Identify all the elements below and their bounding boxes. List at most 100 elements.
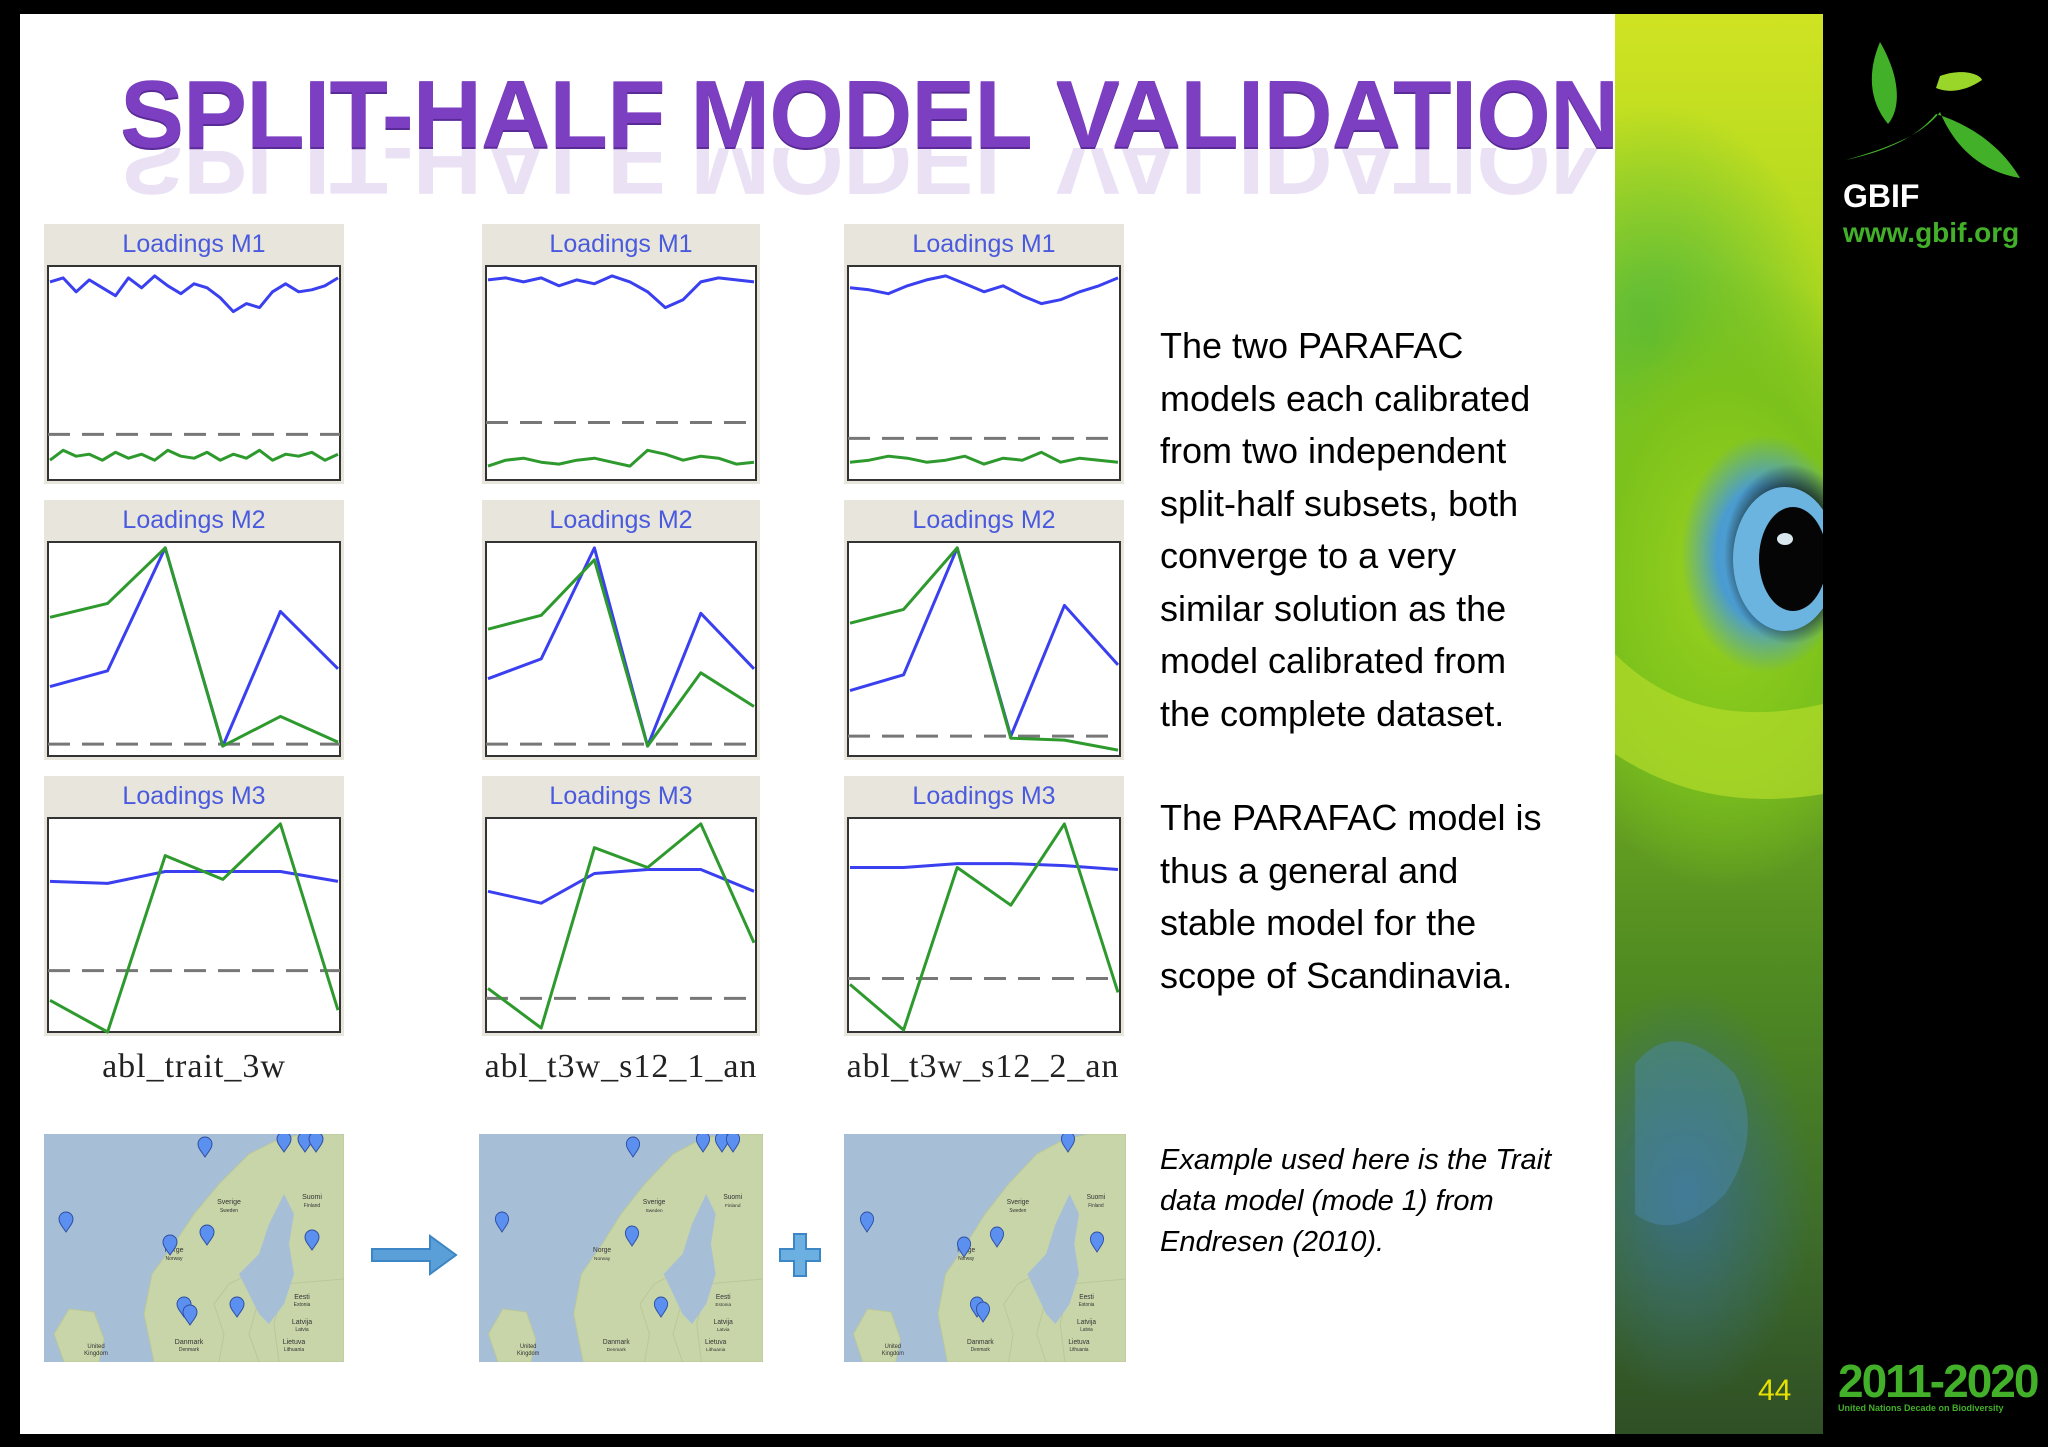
map-pin-icon	[956, 1236, 972, 1258]
chart-title: Loadings M3	[912, 782, 1055, 810]
map-label: Suomi	[723, 1194, 742, 1201]
map-sea	[239, 1194, 294, 1324]
page-number: 44	[1758, 1374, 1792, 1407]
loadings-chart-svg: Loadings M1	[485, 230, 757, 481]
loadings-chart: Loadings M1	[844, 224, 1124, 484]
loadings-chart-svg: Loadings M1	[847, 230, 1121, 481]
paragraph-1: The two PARAFAC models each calibrated f…	[1160, 320, 1600, 740]
map-pin-icon	[1060, 1134, 1076, 1153]
map-label: Norway	[958, 1256, 974, 1262]
chart-title: Loadings M1	[122, 230, 265, 258]
plot-frame	[847, 265, 1121, 481]
loadings-chart: Loadings M2	[482, 500, 760, 760]
paragraph-1-line: model calibrated from	[1160, 640, 1507, 681]
map-label: Estonia	[715, 1302, 731, 1308]
map-pin-icon	[714, 1134, 730, 1153]
map-label: Sweden	[220, 1208, 238, 1214]
map-svg: SverigeSwedenSuomiFinlandNorgeNorwayEest…	[53, 1134, 344, 1362]
loadings-chart-svg: Loadings M2	[47, 506, 341, 757]
map-pin-icon	[725, 1134, 741, 1153]
map-label: Lithuania	[1069, 1347, 1088, 1353]
chart-title: Loadings M1	[912, 230, 1055, 258]
caption-line: Endresen (2010).	[1160, 1226, 1385, 1258]
map-label: Kingdom	[882, 1351, 904, 1357]
slide-title-reflection: SPLIT-HALF MODEL VALIDATION	[120, 148, 1600, 208]
paragraph-1-line: split-half subsets, both	[1160, 482, 1519, 524]
map-label: Denmark	[179, 1347, 200, 1353]
map-label: Finland	[1088, 1203, 1104, 1209]
model-name-3: abl_t3w_s12_2_an	[846, 1048, 1120, 1085]
plot-frame	[47, 265, 341, 481]
map-land	[487, 1308, 537, 1362]
series-line-blue	[487, 546, 756, 748]
loadings-chart: Loadings M1	[482, 224, 760, 484]
map-label: Norway	[166, 1256, 183, 1262]
decade-logo-years: 2011-2020	[1838, 1355, 2039, 1407]
plot-frame	[847, 541, 1121, 757]
series-line-blue	[49, 870, 339, 885]
loadings-chart: Loadings M1	[44, 224, 344, 484]
loadings-chart: Loadings M3	[44, 776, 344, 1036]
map-land	[852, 1308, 901, 1362]
series-line-green	[487, 822, 756, 1030]
map-pin-icon	[624, 1225, 640, 1247]
map-pin-icon	[197, 1136, 213, 1158]
map-pin-icon	[653, 1296, 669, 1318]
sidebar	[1823, 14, 2038, 1434]
map-label: Eesti	[716, 1294, 731, 1301]
loadings-chart: Loadings M3	[482, 776, 760, 1036]
map-label: Suomi	[1087, 1194, 1106, 1201]
series-line-blue	[849, 274, 1119, 306]
map-label: Latvija	[292, 1319, 312, 1326]
map-svg: SverigeSwedenSuomiFinlandNorgeNorwayEest…	[852, 1134, 1126, 1362]
map-sea	[663, 1194, 716, 1324]
chart-title: Loadings M3	[549, 782, 692, 810]
series-line-blue	[487, 868, 755, 905]
map-scandinavia: SverigeSwedenSuomiFinlandNorgeNorwayEest…	[844, 1134, 1126, 1362]
map-label: United	[520, 1344, 536, 1350]
series-line-green	[49, 822, 340, 1034]
gbif-logo-url[interactable]: www.gbif.org	[1843, 217, 2020, 248]
chart-title: Loadings M1	[549, 230, 692, 258]
series-line-green	[487, 558, 755, 748]
series-line-blue	[850, 862, 1119, 871]
map-label: Estonia	[294, 1302, 311, 1308]
plot-frame	[485, 817, 757, 1033]
map-label: Denmark	[971, 1347, 991, 1353]
caption: Example used here is the Trait data mode…	[1160, 1140, 1600, 1263]
chart-title: Loadings M3	[122, 782, 265, 810]
gbif-logo-name: GBIF	[1843, 178, 1920, 214]
chart-title: Loadings M2	[912, 506, 1055, 534]
map-pin-icon	[625, 1136, 641, 1158]
map-label: Danmark	[603, 1339, 630, 1346]
map-land	[53, 1308, 105, 1362]
map-label: United	[885, 1344, 901, 1350]
series-line-green	[849, 822, 1120, 1032]
series-line-blue	[49, 274, 339, 314]
map-label: Latvia	[717, 1327, 730, 1333]
gbif-logo-icon	[1846, 42, 2020, 178]
loadings-chart: Loadings M2	[44, 500, 344, 760]
map-land	[1059, 1278, 1126, 1362]
map-label: Finland	[725, 1203, 741, 1209]
map-label: Lietuva	[283, 1339, 306, 1346]
map-label: Lietuva	[705, 1339, 727, 1346]
map-pin-icon	[162, 1234, 178, 1256]
map-pin-icon	[1089, 1231, 1105, 1253]
loadings-chart: Loadings M2	[844, 500, 1124, 760]
map-pin-icon	[182, 1304, 198, 1326]
map-land	[696, 1278, 763, 1362]
caption-line: data model (mode 1) from	[1160, 1185, 1494, 1217]
paragraph-2-line: thus a general and	[1160, 849, 1459, 891]
map-pin-icon	[989, 1226, 1005, 1248]
paragraph-2-line: The PARAFAC model is	[1160, 797, 1542, 838]
map-label: Kingdom	[84, 1351, 108, 1357]
map-label: Lithuania	[284, 1347, 305, 1353]
map-label: Latvia	[1080, 1327, 1093, 1333]
map-label: Estonia	[1079, 1302, 1095, 1308]
map-pin-icon	[494, 1211, 510, 1233]
paragraph-1-line: The two PARAFAC	[1160, 325, 1464, 366]
plot-frame	[485, 265, 757, 481]
map-label: Latvia	[295, 1327, 309, 1333]
